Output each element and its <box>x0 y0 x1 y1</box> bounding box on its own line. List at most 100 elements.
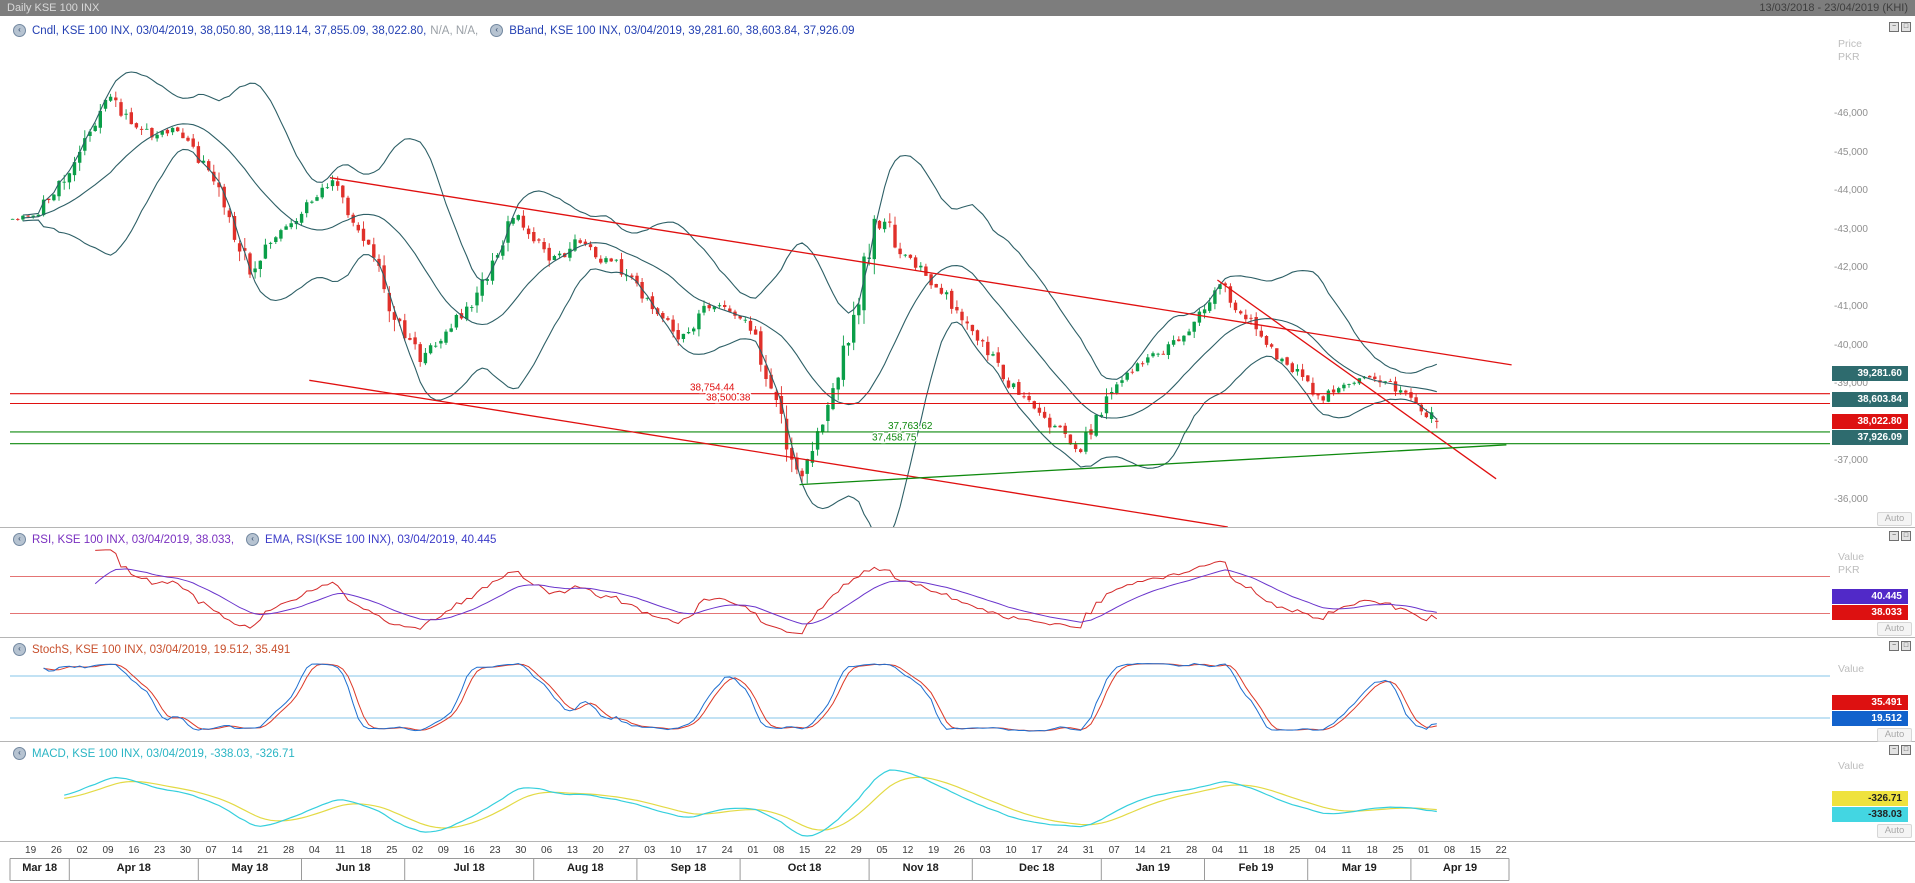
day-label: 02 <box>76 845 88 856</box>
day-label: 23 <box>154 845 166 856</box>
chart-date-range: 13/03/2018 - 23/04/2019 (KHI) <box>1759 2 1908 14</box>
price-tick-label: -42,000 <box>1834 262 1868 274</box>
day-label: 04 <box>1315 845 1327 856</box>
day-label: 26 <box>50 845 62 856</box>
macd-axis-auto-button[interactable]: Auto <box>1877 824 1912 838</box>
rsi-panel-legend: ‹ RSI, KSE 100 INX, 03/04/2019, 38.033, … <box>13 533 496 546</box>
stoch-panel-window-buttons: − □ <box>1889 641 1911 651</box>
price-tick-label: -44,000 <box>1834 185 1868 197</box>
month-label: Feb 19 <box>1238 862 1274 874</box>
panel-minimize-button[interactable]: − <box>1889 531 1899 541</box>
day-label: 26 <box>953 845 965 856</box>
chart-title-bar[interactable]: Daily KSE 100 INX 13/03/2018 - 23/04/201… <box>0 0 1915 16</box>
stoch-axis-tag: 35.491 <box>1832 694 1908 710</box>
day-label: 30 <box>515 845 527 856</box>
chart-title: Daily KSE 100 INX <box>7 2 100 14</box>
panel-minimize-button[interactable]: − <box>1889 22 1899 32</box>
price-tick-label: -43,000 <box>1834 223 1868 235</box>
day-label: 17 <box>1031 845 1043 856</box>
svg-text:37,458.75: 37,458.75 <box>872 433 917 444</box>
day-label: 16 <box>128 845 140 856</box>
day-label: 31 <box>1082 845 1094 856</box>
price-tick-label: -41,000 <box>1834 301 1868 312</box>
macd-axis-title: Value <box>1838 760 1865 772</box>
panel-maximize-button[interactable]: □ <box>1901 745 1911 755</box>
panel-minimize-button[interactable]: − <box>1889 745 1899 755</box>
stoch-legend-text[interactable]: StochS, KSE 100 INX, 03/04/2019, 19.512,… <box>32 643 291 656</box>
day-label: 18 <box>1366 845 1378 856</box>
day-label: 17 <box>695 845 707 856</box>
day-label: 24 <box>721 845 733 856</box>
month-label: Apr 19 <box>1442 862 1478 874</box>
stoch-axis-auto-button[interactable]: Auto <box>1877 728 1912 742</box>
day-label: 07 <box>205 845 217 856</box>
rsi-axis-auto-button[interactable]: Auto <box>1877 622 1912 636</box>
day-label: 19 <box>25 845 37 856</box>
day-label: 08 <box>773 845 785 856</box>
day-label: 13 <box>566 845 578 856</box>
month-label: Jul 18 <box>453 862 485 874</box>
day-label: 09 <box>437 845 449 856</box>
day-label: 28 <box>283 845 295 856</box>
day-label: 11 <box>1341 845 1352 856</box>
rsi-legend-text[interactable]: RSI, KSE 100 INX, 03/04/2019, 38.033, <box>32 533 235 546</box>
price-axis-tag: 38,603.84 <box>1832 392 1908 407</box>
legend-collapse-icon[interactable]: ‹ <box>246 533 260 546</box>
day-label: 21 <box>257 845 269 856</box>
panel-maximize-button[interactable]: □ <box>1901 22 1911 32</box>
svg-text:38,754.44: 38,754.44 <box>690 383 735 394</box>
price-tick-label: -40,000 <box>1834 339 1868 351</box>
day-label: 25 <box>386 845 398 856</box>
legend-collapse-icon[interactable]: ‹ <box>13 643 26 656</box>
rsi-ema-legend-text[interactable]: EMA, RSI(KSE 100 INX), 03/04/2019, 40.44… <box>265 533 497 546</box>
day-label: 09 <box>102 845 114 856</box>
stoch-axis-title: Value <box>1838 663 1865 675</box>
month-label: Mar 18 <box>22 862 58 874</box>
month-label: Mar 19 <box>1341 862 1377 874</box>
svg-text:37,763.62: 37,763.62 <box>888 421 933 432</box>
panel-minimize-button[interactable]: − <box>1889 641 1899 651</box>
legend-collapse-icon[interactable]: ‹ <box>13 24 26 37</box>
day-label: 23 <box>489 845 501 856</box>
price-axis-tag: 39,281.60 <box>1832 365 1908 381</box>
day-label: 12 <box>902 845 914 856</box>
day-label: 14 <box>231 845 243 856</box>
day-label: 24 <box>1057 845 1069 856</box>
day-label: 05 <box>876 845 888 856</box>
macd-panel-legend: ‹ MACD, KSE 100 INX, 03/04/2019, -338.03… <box>13 747 295 760</box>
month-label: Jan 19 <box>1135 862 1171 874</box>
legend-collapse-icon[interactable]: ‹ <box>13 533 26 546</box>
day-label: 22 <box>1495 845 1507 856</box>
month-label: Nov 18 <box>902 862 939 874</box>
price-tick-label: -36,000 <box>1834 494 1868 505</box>
macd-legend-text[interactable]: MACD, KSE 100 INX, 03/04/2019, -338.03, … <box>32 747 295 760</box>
panel-maximize-button[interactable]: □ <box>1901 641 1911 651</box>
legend-collapse-icon[interactable]: ‹ <box>13 747 26 760</box>
month-label: May 18 <box>231 862 269 874</box>
day-label: 25 <box>1392 845 1404 856</box>
day-label: 15 <box>799 845 811 856</box>
day-label: 18 <box>360 845 372 856</box>
day-label: 10 <box>1005 845 1017 856</box>
rsi-axis-tag: 38.033 <box>1832 604 1908 620</box>
day-label: 04 <box>1211 845 1223 856</box>
price-axis-auto-button[interactable]: Auto <box>1877 512 1912 526</box>
bband-legend-text[interactable]: BBand, KSE 100 INX, 03/04/2019, 39,281.6… <box>509 24 855 37</box>
month-label: Apr 18 <box>116 862 151 874</box>
day-label: 01 <box>747 845 759 856</box>
month-label: Aug 18 <box>566 862 604 874</box>
main-panel-legend: ‹ Cndl, KSE 100 INX, 03/04/2019, 38,050.… <box>13 24 855 37</box>
day-label: 02 <box>412 845 424 856</box>
macd-axis-tag: -338.03 <box>1832 806 1908 822</box>
panel-maximize-button[interactable]: □ <box>1901 531 1911 541</box>
candlestick-legend-text[interactable]: Cndl, KSE 100 INX, 03/04/2019, 38,050.80… <box>32 24 427 37</box>
day-label: 30 <box>179 845 191 856</box>
price-tick-label: -45,000 <box>1834 146 1868 158</box>
month-label: Dec 18 <box>1019 862 1055 874</box>
price-axis-tag: 38,022.80 <box>1832 414 1908 430</box>
day-label: 10 <box>670 845 682 856</box>
legend-collapse-icon[interactable]: ‹ <box>490 24 504 37</box>
day-label: 04 <box>308 845 320 856</box>
